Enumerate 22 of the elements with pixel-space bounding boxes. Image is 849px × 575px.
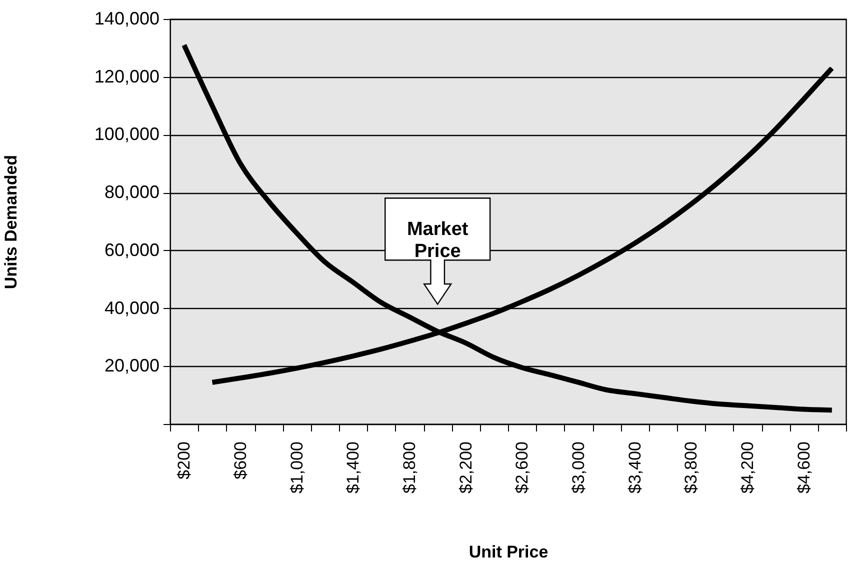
x-tick-label: $200 — [174, 442, 194, 480]
y-tick-label: 60,000 — [104, 240, 160, 260]
x-tick-label: $1,000 — [287, 442, 306, 494]
y-tick-label: 80,000 — [104, 182, 160, 202]
x-axis-title: Unit Price — [468, 542, 548, 562]
y-tick-label: 120,000 — [94, 66, 160, 86]
y-tick-label: 40,000 — [104, 298, 160, 318]
x-tick-label: $4,200 — [738, 442, 757, 494]
x-tick-label: $3,800 — [682, 442, 701, 494]
y-axis-title: Units Demanded — [2, 154, 20, 290]
x-tick-label: $3,400 — [625, 442, 644, 494]
x-tick-label: $1,400 — [344, 442, 363, 494]
y-tick-label: 140,000 — [94, 8, 160, 28]
annotation: Market Price — [406, 219, 469, 262]
x-tick-label: $2,200 — [456, 442, 476, 494]
x-tick-label: $3,000 — [568, 442, 588, 494]
x-tick-label: $600 — [230, 442, 250, 480]
x-tick-label: $1,800 — [400, 442, 419, 494]
y-tick-label: 100,000 — [94, 124, 160, 144]
y-tick-label: 20,000 — [104, 356, 160, 376]
x-tick-label: $4,600 — [794, 442, 814, 494]
x-tick-label: $2,600 — [512, 442, 532, 494]
